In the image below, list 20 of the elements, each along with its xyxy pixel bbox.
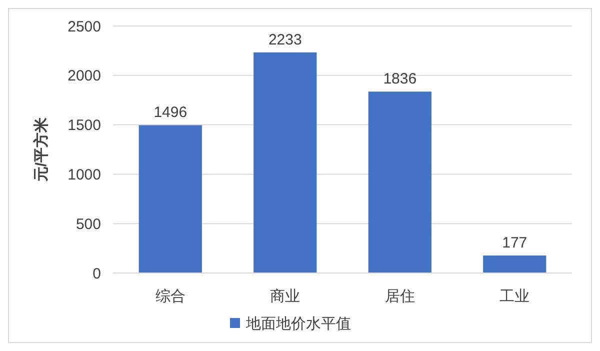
y-tick-label: 1000 [68, 166, 101, 184]
bar [368, 92, 432, 273]
x-tick-label: 工业 [500, 288, 530, 305]
y-tick-label: 1500 [68, 117, 101, 134]
x-tick-label: 综合 [155, 288, 186, 305]
data-label: 2233 [268, 31, 302, 48]
y-tick-label: 2500 [68, 18, 101, 36]
data-label: 1496 [154, 104, 188, 122]
y-tick-label: 500 [76, 216, 101, 233]
y-axis-title: 元/平方米 [32, 116, 50, 183]
x-tick-label: 居住 [384, 288, 415, 305]
y-tick-label: 0 [92, 265, 101, 282]
data-label: 177 [502, 234, 528, 252]
bar [138, 125, 202, 273]
y-tick-label: 2000 [68, 68, 101, 85]
bar [483, 256, 546, 273]
bar [254, 52, 317, 273]
data-label: 1836 [383, 70, 417, 88]
legend-label: 地面地价水平值 [245, 315, 351, 332]
x-tick-label: 商业 [270, 288, 300, 305]
